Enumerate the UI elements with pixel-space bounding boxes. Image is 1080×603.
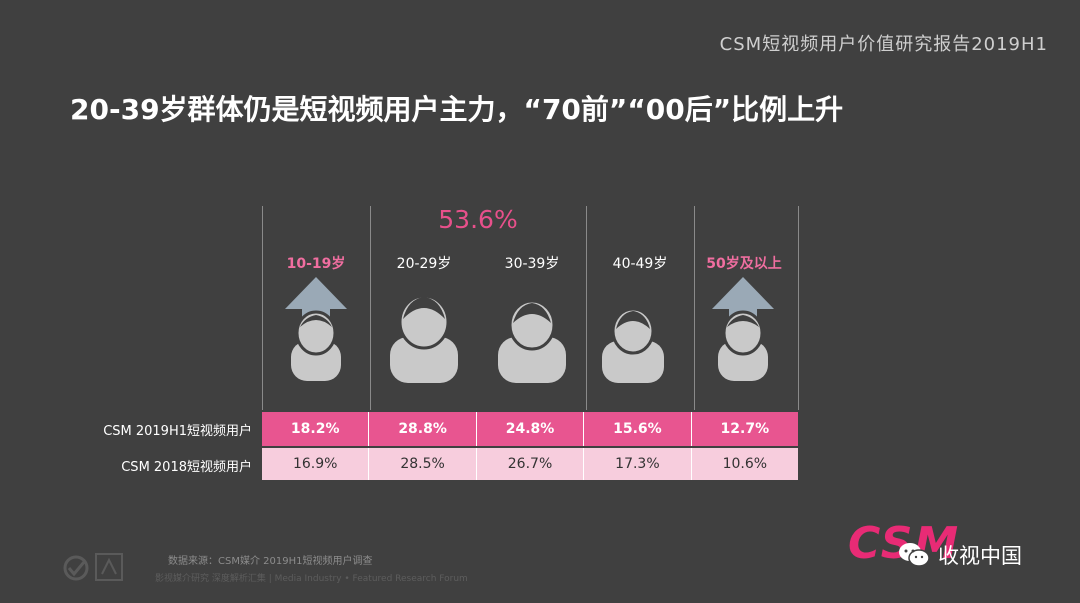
person-with-up-arrow-icon — [712, 277, 774, 381]
wechat-account-name: 收视中国 — [938, 544, 1022, 568]
person-with-up-arrow-icon — [285, 277, 347, 381]
divider-line — [586, 206, 587, 410]
age-label-10-19: 10-19岁 — [286, 256, 346, 272]
forum-logo-icon — [63, 553, 123, 581]
divider-line — [694, 206, 695, 410]
table-cell: 17.3% — [584, 448, 692, 480]
series-label-2018: CSM 2018短视频用户 — [121, 460, 252, 475]
table-cell: 28.5% — [369, 448, 477, 480]
table-cell: 15.6% — [584, 412, 692, 446]
data-source: 数据来源：CSM媒介 2019H1短视频用户调查 — [168, 556, 373, 567]
data-table: 18.2% 28.8% 24.8% 15.6% 12.7% 16.9% 28.5… — [262, 412, 799, 480]
table-cell: 12.7% — [691, 412, 799, 446]
age-label-40-49: 40-49岁 — [612, 256, 668, 272]
table-cell: 28.8% — [369, 412, 477, 446]
csm-logo: CSM — [848, 518, 961, 569]
highlight-percentage: 53.6% — [438, 205, 518, 234]
age-label-20-29: 20-29岁 — [396, 256, 452, 272]
divider-line — [798, 206, 799, 410]
divider-line — [262, 206, 263, 410]
person-icon — [602, 307, 664, 383]
slide-title: 20-39岁群体仍是短视频用户主力，“70前”“00后”比例上升 — [70, 93, 844, 126]
person-icon — [498, 299, 566, 383]
table-cell: 16.9% — [262, 448, 370, 480]
age-label-30-39: 30-39岁 — [504, 256, 560, 272]
divider-line — [370, 206, 371, 410]
table-cell: 10.6% — [691, 448, 799, 480]
table-cell: 26.7% — [476, 448, 585, 480]
report-title: CSM短视频用户价值研究报告2019H1 — [719, 34, 1048, 55]
table-row-2018: 16.9% 28.5% 26.7% 17.3% 10.6% — [262, 448, 799, 480]
wechat-icon — [899, 543, 930, 567]
series-label-2019h1: CSM 2019H1短视频用户 — [103, 424, 252, 439]
wechat-account: 收视中国 — [898, 540, 1022, 570]
table-cell: 18.2% — [262, 412, 370, 446]
person-icon — [390, 294, 458, 383]
footer-subtext: 影视媒介研究 深度解析汇集 | Media Industry • Feature… — [155, 574, 468, 584]
table-cell: 24.8% — [476, 412, 585, 446]
age-label-50-plus: 50岁及以上 — [706, 256, 782, 272]
table-row-2019h1: 18.2% 28.8% 24.8% 15.6% 12.7% — [262, 412, 799, 446]
